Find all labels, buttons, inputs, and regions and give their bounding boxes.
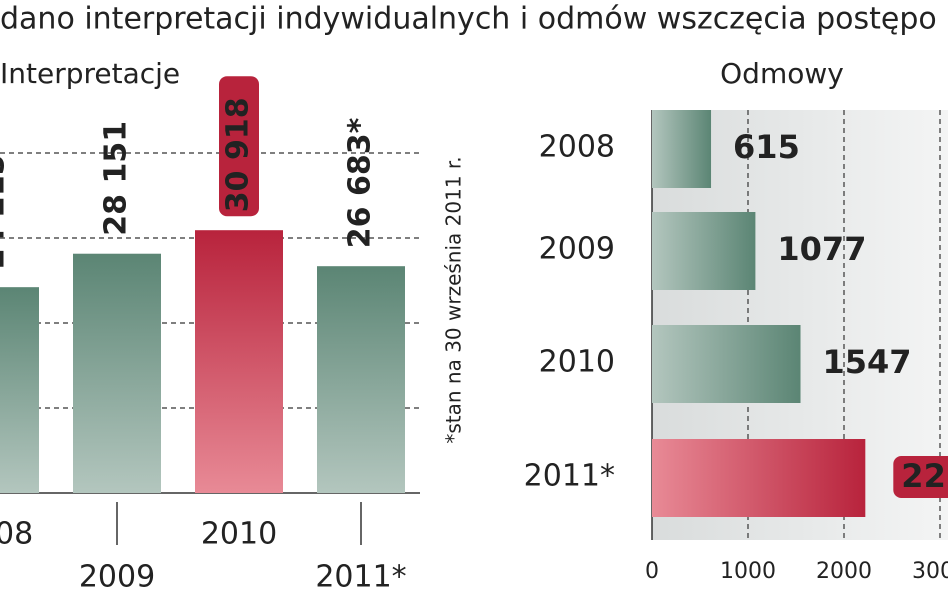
x-tick-label: 2000	[816, 559, 872, 584]
x-tick-label: 2008	[0, 517, 33, 552]
bar	[317, 266, 405, 493]
note: *stan na 30 września 2011 r.	[442, 156, 466, 443]
value-label: 30 918	[221, 97, 256, 212]
x-tick-label: 2009	[79, 560, 155, 593]
x-tick-label: 0	[645, 559, 659, 584]
y-tick-label: 2008	[539, 130, 615, 165]
value-label: 2222	[901, 457, 948, 495]
bar	[652, 212, 756, 290]
value-label: 615	[733, 128, 800, 166]
value-label: 24 215	[0, 154, 12, 269]
bar	[652, 325, 801, 403]
value-label: 1547	[823, 343, 912, 381]
y-tick-label: 2010	[539, 345, 615, 380]
subtitle: Interpretacje	[0, 57, 180, 90]
x-tick-label: 3000	[912, 559, 948, 584]
value-label: 26 683*	[343, 117, 378, 248]
subtitle: Odmowy	[720, 57, 844, 90]
bar	[652, 439, 866, 517]
bar	[652, 110, 712, 188]
value-label: 1077	[777, 230, 866, 268]
bar	[0, 287, 39, 493]
y-tick-label: 2009	[539, 232, 615, 267]
label-box	[219, 76, 259, 217]
x-tick-label: 2011*	[315, 560, 406, 593]
y-tick-label: 2011*	[524, 459, 615, 494]
x-tick-label: 1000	[720, 559, 776, 584]
x-tick-label: 2010	[201, 517, 277, 552]
value-label: 28 151	[99, 121, 134, 236]
bar	[73, 253, 161, 493]
title: dano interpretacji indywidualnych i odmó…	[0, 2, 937, 37]
label-box	[893, 456, 948, 498]
bar	[195, 230, 283, 493]
